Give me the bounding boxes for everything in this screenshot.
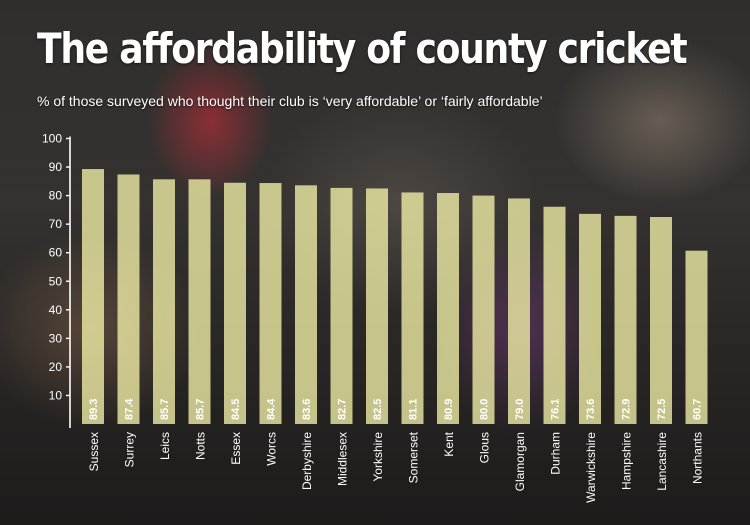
x-tick-label: Lancashire <box>655 432 669 491</box>
bar-value-label: 80.9 <box>443 399 455 420</box>
y-axis: 10 20 30 40 50 60 70 80 90 100 <box>42 132 71 428</box>
bar-value-label: 82.5 <box>372 399 384 420</box>
value-labels: 89.3 87.4 85.7 85.7 84.5 84.4 83.6 82.7 82.5 81.1… <box>88 398 704 420</box>
x-tick-label: Kent <box>442 431 456 456</box>
bar <box>259 183 282 424</box>
bar-value-label: 89.3 <box>88 399 100 420</box>
x-tick-label: Somerset <box>407 431 421 483</box>
x-tick-label: Hampshire <box>620 432 634 490</box>
x-tick-label: Yorkshire <box>371 432 385 482</box>
y-tick-label: 10 <box>49 388 63 402</box>
x-tick-label: Glamorgan <box>513 432 527 491</box>
y-tick-label: 40 <box>49 303 63 317</box>
y-tick-label: 60 <box>49 246 63 260</box>
y-tick-label: 50 <box>49 274 63 288</box>
bar <box>153 179 175 424</box>
x-tick-label: Surrey <box>123 432 137 467</box>
bar-value-label: 79.0 <box>514 399 526 420</box>
y-tick-label: 90 <box>49 160 63 174</box>
y-tick-label: 30 <box>49 331 63 345</box>
y-tick-label: 20 <box>49 360 63 374</box>
bar <box>82 169 104 424</box>
bar <box>188 179 211 424</box>
x-tick-label: Warwickshire <box>584 432 598 503</box>
bar <box>472 195 495 424</box>
x-tick-label: Leics <box>158 432 172 460</box>
bar-value-label: 73.6 <box>585 399 597 420</box>
bar <box>650 217 672 424</box>
bar <box>224 182 246 424</box>
bar <box>330 187 353 424</box>
bar-value-label: 72.9 <box>621 399 633 420</box>
bar-value-label: 76.1 <box>550 399 562 420</box>
bar-value-label: 84.4 <box>266 398 278 420</box>
bar <box>543 206 566 424</box>
bar <box>508 198 530 424</box>
chart-subtitle: % of those surveyed who thought their cl… <box>37 93 543 109</box>
bar <box>437 193 459 424</box>
y-tick-label: 80 <box>49 189 63 203</box>
bar-value-label: 85.7 <box>195 399 207 420</box>
x-tick-label: Glous <box>478 432 492 463</box>
bars <box>82 169 708 424</box>
bar <box>401 192 424 424</box>
bar-value-label: 85.7 <box>159 399 171 420</box>
y-tick-label: 70 <box>49 217 63 231</box>
x-tick-label: Middlesex <box>336 432 350 486</box>
bar-value-label: 72.5 <box>656 399 668 420</box>
bar-value-label: 80.0 <box>479 399 491 420</box>
x-axis-labels: Sussex Surrey Leics Notts Essex Worcs Derbyshi… <box>87 431 705 503</box>
bar-value-label: 83.6 <box>301 399 313 420</box>
x-tick-label: Essex <box>229 432 243 465</box>
bar-value-label: 84.5 <box>230 399 242 420</box>
bar <box>117 174 140 424</box>
x-tick-label: Derbyshire <box>300 432 314 490</box>
bar <box>579 213 601 424</box>
bar-value-label: 81.1 <box>408 399 420 420</box>
x-tick-label: Worcs <box>265 432 279 466</box>
bar-value-label: 82.7 <box>337 399 349 420</box>
y-tick-label: 100 <box>42 132 62 146</box>
bar <box>685 250 708 424</box>
x-tick-label: Northants <box>691 432 705 484</box>
x-tick-label: Durham <box>549 432 563 475</box>
bar-value-label: 87.4 <box>124 398 136 420</box>
x-tick-label: Notts <box>194 432 208 460</box>
bar <box>295 185 317 424</box>
x-tick-label: Sussex <box>87 432 101 471</box>
bar <box>366 188 388 424</box>
bar <box>614 215 637 424</box>
chart-title: The affordability of county cricket <box>37 24 688 73</box>
bar-value-label: 60.7 <box>692 399 704 420</box>
